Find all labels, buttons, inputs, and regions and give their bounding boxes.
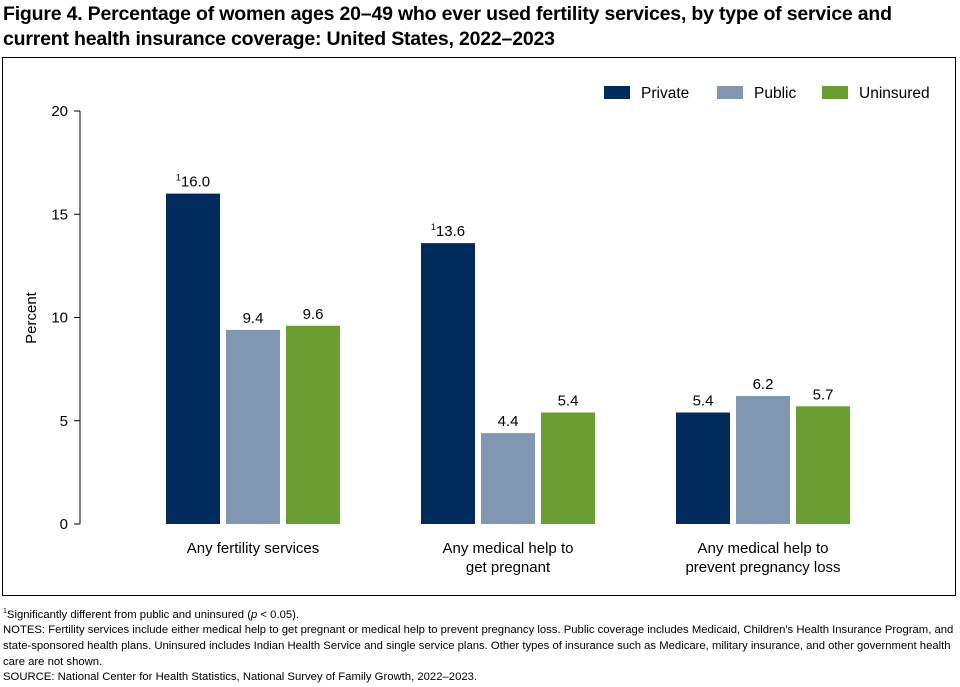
footnote-text: Significantly different from public and … [6,608,251,621]
y-tick-label: 5 [60,413,68,430]
bar-private [166,193,220,524]
category-label: Any fertility services [187,540,320,557]
data-label: 6.2 [753,376,774,393]
source-text: SOURCE: National Center for Health Stati… [3,671,478,684]
data-label: 5.4 [558,392,579,409]
data-label: 4.4 [498,413,519,430]
legend-label: Uninsured [859,85,930,102]
notes: 1Significantly different from public and… [3,604,958,686]
y-tick-label: 20 [51,103,68,120]
y-tick-label: 10 [51,310,68,327]
chart-frame [2,57,956,596]
data-label: 5.7 [813,386,834,403]
figure-title: Figure 4. Percentage of women ages 20–49… [3,3,892,50]
category-label: get pregnant [466,559,551,576]
category-label: prevent pregnancy loss [685,559,840,576]
category-label: Any medical help to [698,540,829,557]
y-tick-label: 0 [60,516,68,533]
data-label: 113.6 [431,222,465,240]
category-label: Any medical help to [443,540,574,557]
legend-swatch-private [604,86,630,99]
bar-public [226,329,280,524]
bar-chart: 0 5 10 15 20 Percent Any fertility services 116… [23,85,930,576]
legend-label: Public [754,85,796,102]
bar-private [421,243,475,524]
footnote-p: p [250,608,258,621]
legend-swatch-public [717,86,743,99]
legend-swatch-uninsured [822,86,848,99]
notes-text: NOTES: Fertility services include either… [3,624,954,668]
footnote-mark: 1 [3,608,7,615]
bar-uninsured [541,412,595,524]
footnote-end: < 0.05). [257,608,300,621]
bar-uninsured [286,325,340,524]
bar-uninsured [796,406,850,524]
footnote: 1Significantly different from public and… [3,604,958,623]
bar-public [736,395,790,524]
data-label: 5.4 [693,392,714,409]
y-axis-label: Percent [23,291,40,344]
data-label: 9.4 [243,310,264,327]
bar-public [481,433,535,524]
bar-private [676,412,730,524]
y-tick-label: 15 [51,206,68,223]
data-label: 9.6 [303,306,324,323]
legend-label: Private [641,85,689,102]
data-label: 116.0 [176,173,210,191]
